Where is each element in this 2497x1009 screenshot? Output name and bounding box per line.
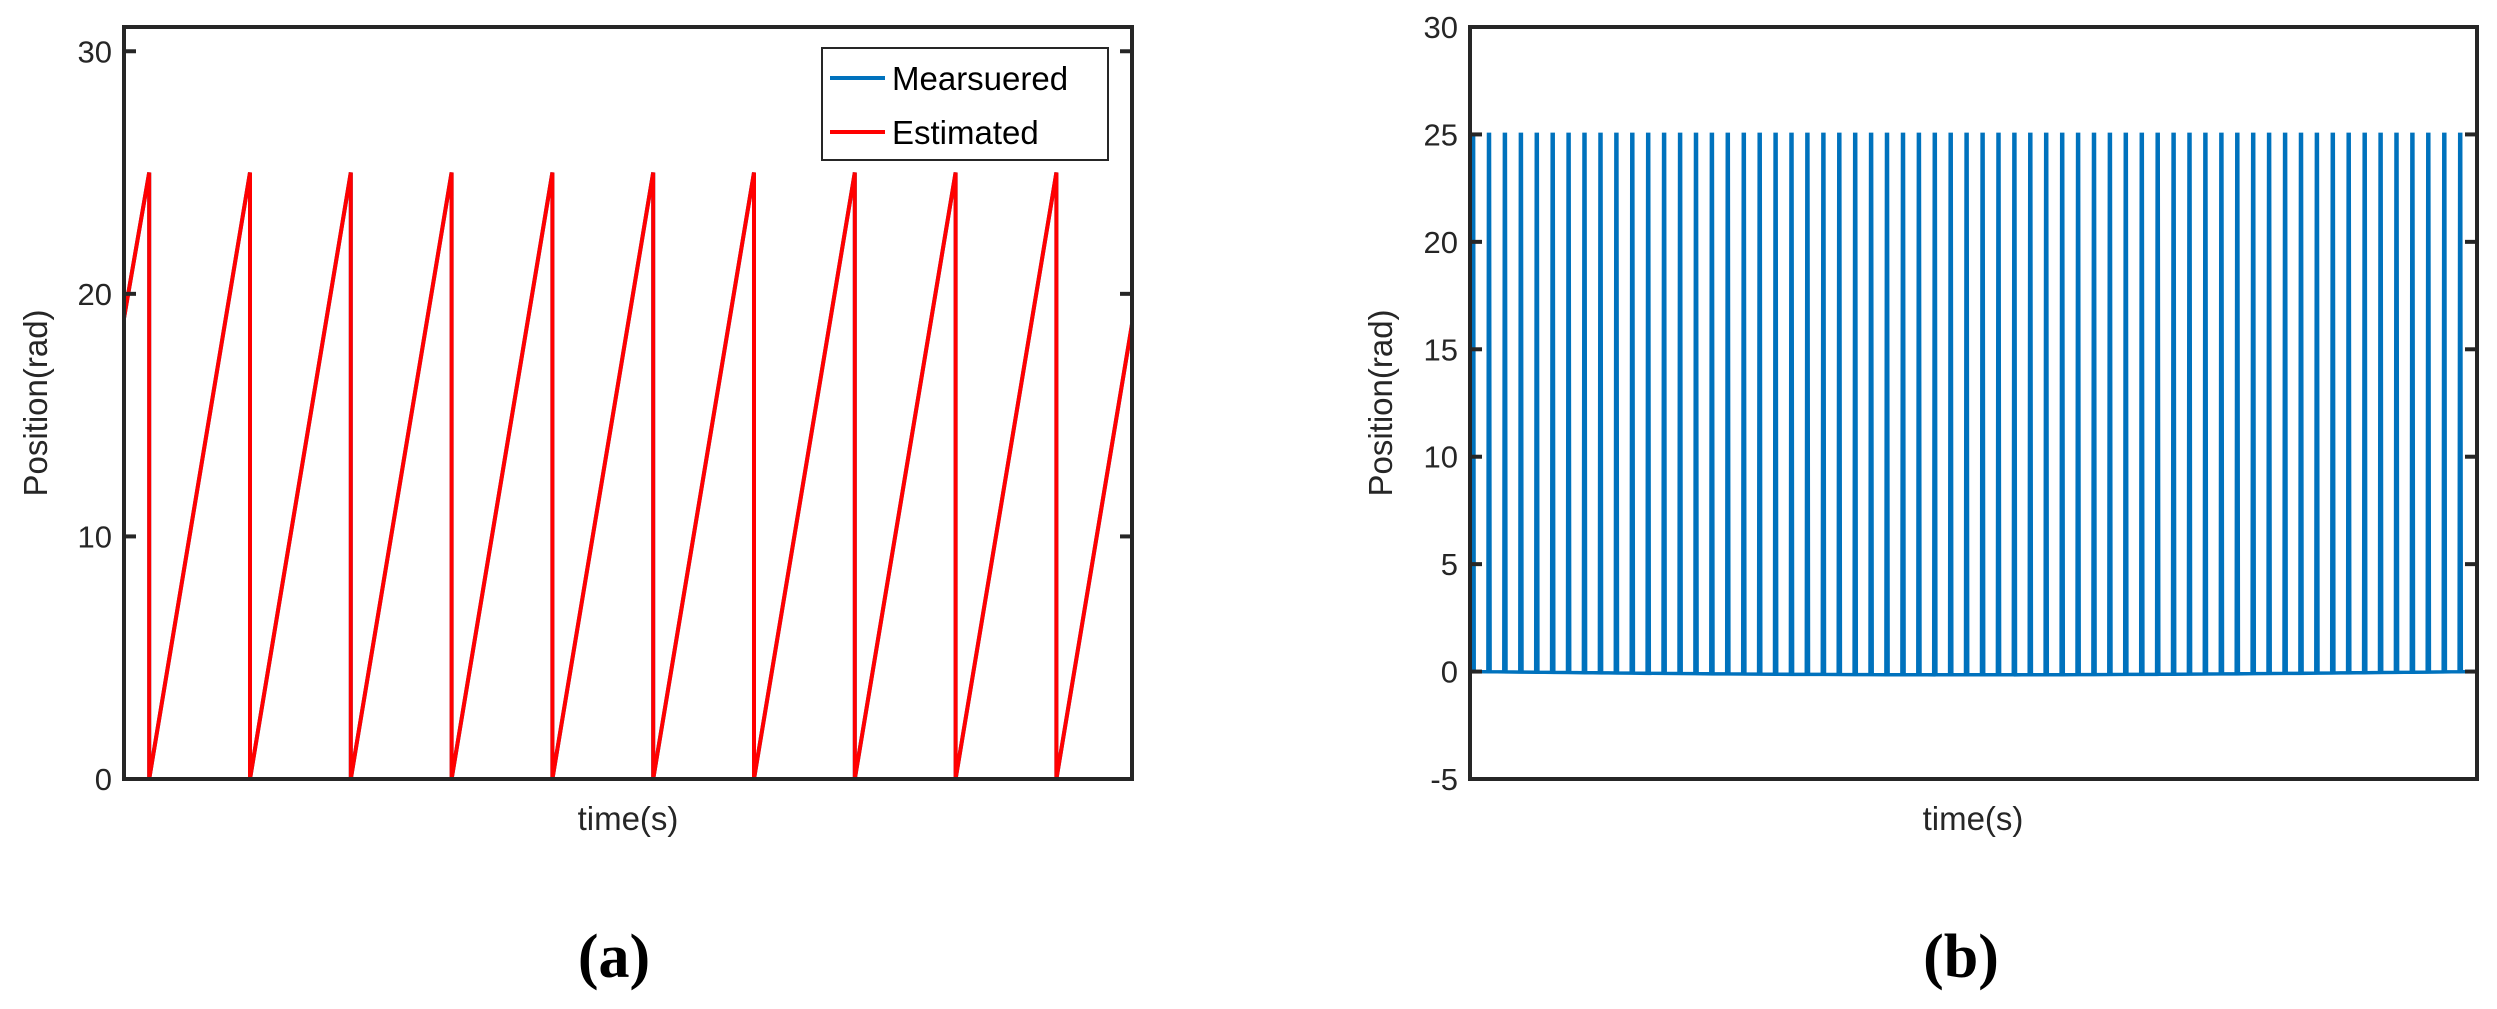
chart-panel-a: 0 10 20 30 time(s) Position(rad) Mearsuered…: [17, 25, 1134, 991]
chart-b-y-axis-label: Position(rad): [1362, 309, 1399, 496]
legend-label-mearsuered: Mearsuered: [892, 60, 1068, 97]
chart-a-series-group: [122, 172, 1134, 780]
chart-a-y-ticks: 0 10 20 30: [78, 34, 1132, 797]
chart-b-ytick-label: -5: [1430, 762, 1458, 797]
chart-a-ytick-label: 10: [78, 519, 112, 554]
chart-a-legend: Mearsuered Estimated: [821, 47, 1109, 161]
chart-panel-b: -5 0 5 10 15 20 25 30 time(s) Position(rad) (b): [1362, 10, 2479, 991]
chart-b-ytick-label: 15: [1424, 332, 1458, 367]
chart-b-ytick-label: 5: [1441, 547, 1458, 582]
chart-a-ytick-label: 30: [78, 34, 112, 69]
chart-b-series-line: [1470, 132, 2476, 677]
chart-b-ytick-label: 25: [1424, 117, 1458, 152]
chart-b-y-ticks: -5 0 5 10 15 20 25 30: [1424, 10, 2477, 797]
chart-b-axes-frame: [1468, 25, 2479, 781]
chart-a-series-line-estimated: [122, 172, 1134, 780]
chart-a-ytick-label: 20: [78, 277, 112, 312]
chart-b-ytick-label: 30: [1424, 10, 1458, 45]
panel-label-a: (a): [578, 923, 650, 991]
chart-b-ytick-label: 20: [1424, 225, 1458, 260]
chart-a-x-axis-label: time(s): [578, 800, 679, 837]
chart-b-ytick-label: 0: [1441, 655, 1458, 690]
legend-label-estimated: Estimated: [892, 114, 1039, 151]
chart-b-x-axis-label: time(s): [1923, 800, 2024, 837]
chart-a-ytick-label: 0: [95, 762, 112, 797]
chart-a-axes-frame: [122, 25, 1134, 781]
chart-a-y-axis-label: Position(rad): [17, 309, 54, 496]
chart-b-ytick-label: 10: [1424, 440, 1458, 475]
chart-a-series-line-mearsuered: [122, 172, 1134, 780]
panel-label-b: (b): [1923, 923, 1999, 991]
chart-b-series-group: [1470, 132, 2476, 677]
legend-box: [821, 47, 1109, 161]
